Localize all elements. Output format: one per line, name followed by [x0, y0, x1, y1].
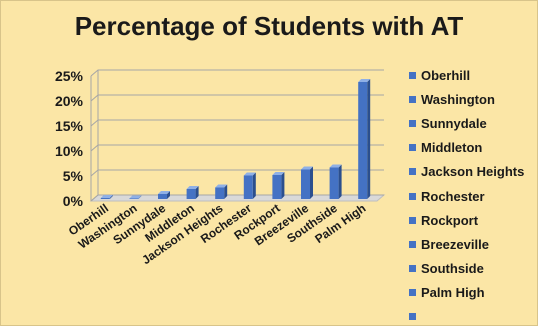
bar-top	[329, 164, 342, 168]
gridline	[90, 119, 384, 127]
legend-label: Middleton	[421, 140, 483, 156]
y-tick-label: 5%	[63, 168, 84, 184]
y-tick-label: 25%	[55, 68, 84, 84]
bar-side	[367, 79, 371, 199]
legend-item: Rockport	[409, 208, 537, 232]
bar-top	[129, 195, 142, 199]
bar-side	[310, 166, 313, 199]
bar-top	[301, 166, 313, 170]
bar-top	[358, 79, 371, 82]
legend-label: Breezeville	[421, 236, 489, 252]
bar-side	[281, 172, 285, 199]
gridline	[90, 144, 384, 152]
legend-swatch	[409, 313, 416, 321]
legend-swatch	[409, 265, 416, 273]
legend-label: Sunnydale	[421, 115, 487, 131]
legend-item: Jackson Heights	[409, 160, 537, 184]
legend-label: Southside	[421, 261, 484, 277]
bar	[186, 189, 196, 199]
legend-item: Palm High	[409, 281, 537, 305]
bar-top	[243, 172, 256, 176]
legend-item: Oberhill	[409, 63, 537, 87]
legend-item	[409, 305, 537, 329]
legend-swatch	[409, 240, 416, 248]
legend-label: Oberhill	[421, 67, 471, 83]
legend-item: Middleton	[409, 136, 537, 160]
legend-label: Palm High	[421, 285, 485, 301]
legend-label: Rochester	[421, 188, 485, 204]
bar	[272, 175, 282, 199]
legend-swatch	[409, 71, 416, 79]
y-tick-label: 15%	[55, 118, 84, 134]
bar	[301, 169, 310, 199]
legend-item: Sunnydale	[409, 111, 537, 135]
gridline	[90, 69, 384, 77]
legend-label: Jackson Heights	[421, 164, 525, 180]
legend-swatch	[409, 119, 416, 127]
legend-label: Washington	[421, 91, 495, 107]
bar-top	[272, 172, 285, 175]
legend-item: Rochester	[409, 184, 537, 208]
legend-label: Rockport	[421, 212, 479, 228]
legend-swatch	[409, 168, 416, 176]
legend-swatch	[409, 95, 416, 103]
bar-side	[195, 186, 199, 199]
legend-item: Breezeville	[409, 232, 537, 256]
bar-side	[109, 195, 113, 199]
legend-item: Southside	[409, 257, 537, 281]
bar-top	[186, 186, 199, 189]
bar-side	[167, 191, 170, 199]
legend-swatch	[409, 144, 416, 152]
bar	[100, 198, 110, 199]
legend-swatch	[409, 216, 416, 224]
chart-title: Percentage of Students with AT	[74, 11, 464, 41]
y-tick-label: 10%	[55, 143, 84, 159]
y-tick-label: 20%	[55, 93, 84, 109]
legend-swatch	[409, 289, 416, 297]
bar-top	[158, 191, 170, 194]
legend-swatch	[409, 192, 416, 200]
bar	[358, 82, 368, 199]
bar	[129, 198, 139, 199]
bar-side	[252, 172, 256, 199]
bar	[329, 167, 339, 199]
bar	[243, 175, 253, 199]
bar	[215, 187, 225, 199]
bar	[158, 194, 167, 199]
legend-item: Washington	[409, 87, 537, 111]
legend: Oberhill Washington Sunnydale Middleton Jack…	[409, 63, 537, 329]
bar-side	[224, 184, 228, 199]
bar-top	[215, 184, 228, 188]
bar-side	[338, 164, 342, 199]
bar-side	[138, 195, 142, 199]
y-tick-label: 0%	[63, 193, 84, 209]
gridline	[90, 94, 384, 102]
bar-top	[100, 195, 113, 198]
